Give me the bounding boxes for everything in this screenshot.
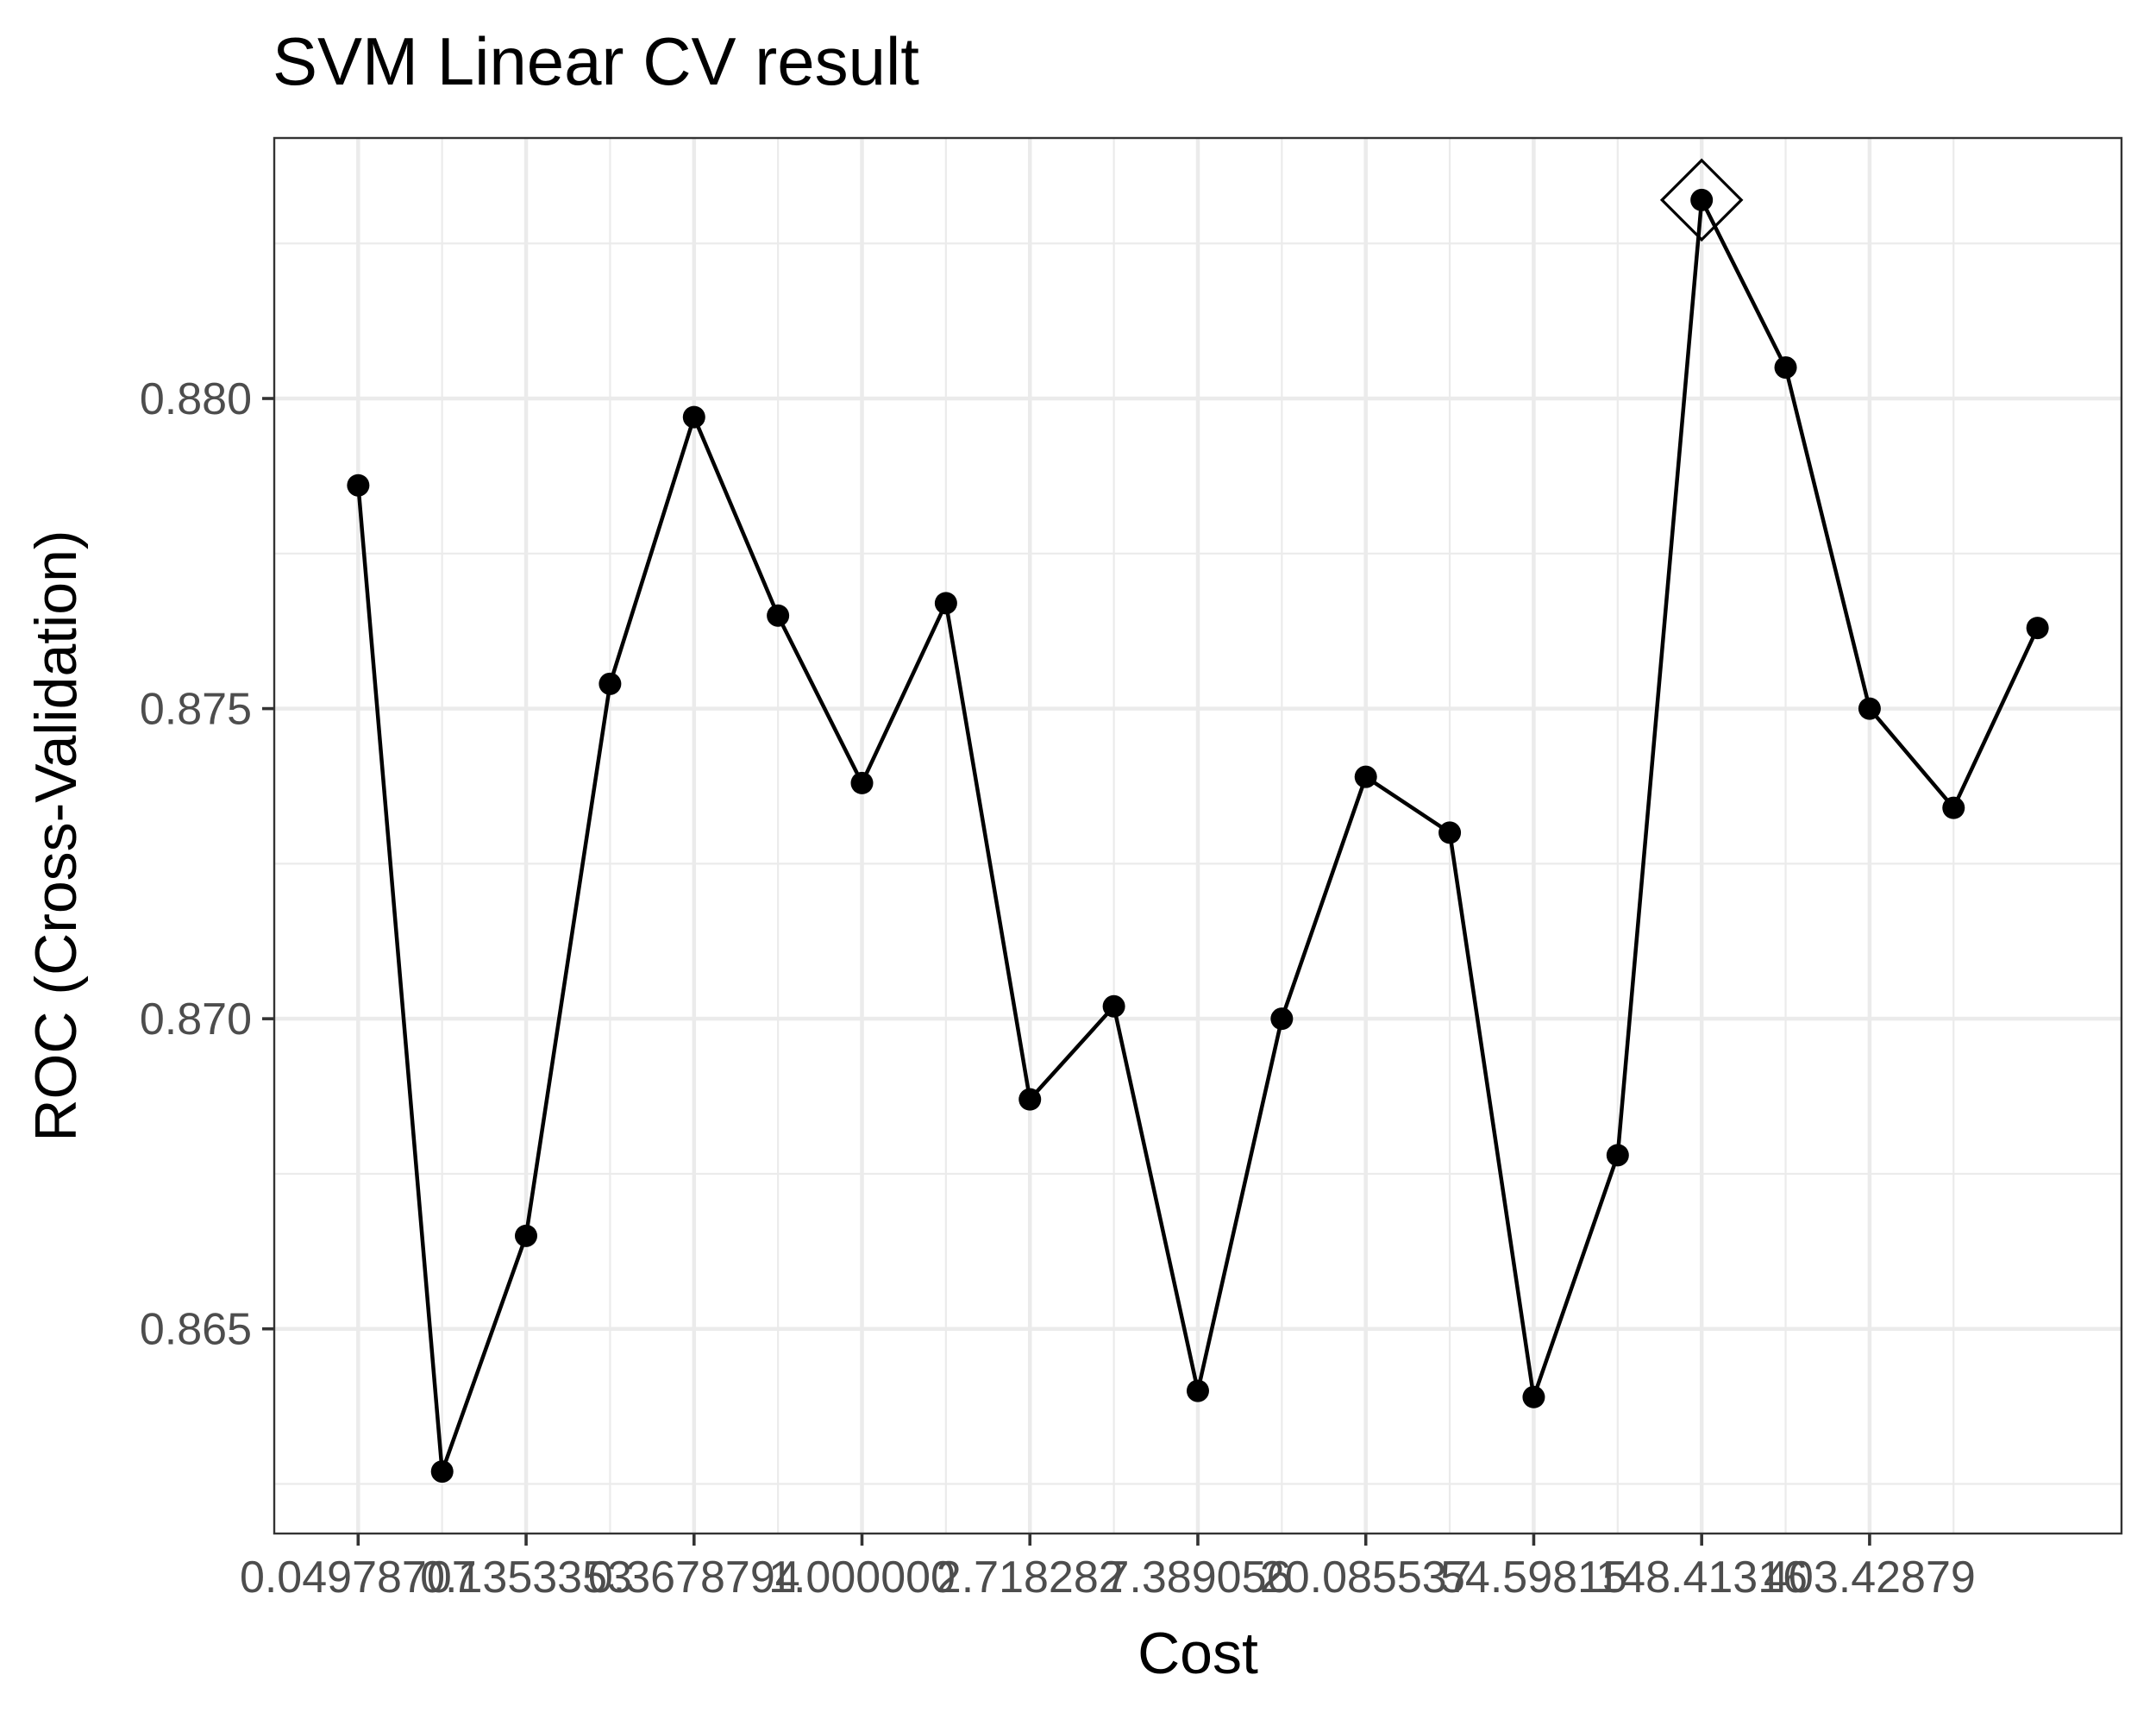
x-tick-label: 0.3678794 (588, 1552, 800, 1603)
data-point (1942, 796, 1965, 819)
grid-major (274, 138, 2122, 1534)
x-tick-label: 2.718282 (937, 1552, 1124, 1603)
x-tick-label: 0.04978707 (240, 1552, 477, 1603)
y-tick-label: 0.870 (140, 994, 252, 1044)
y-tick-label: 0.875 (140, 685, 252, 735)
data-point (347, 474, 370, 497)
best-point-marker (1659, 158, 1744, 242)
data-point (1102, 994, 1125, 1018)
data-point (1606, 1144, 1629, 1167)
series-layer (347, 158, 2049, 1484)
y-tick-label: 0.865 (140, 1305, 252, 1355)
data-point (599, 672, 622, 695)
data-point (934, 592, 957, 615)
x-tick-label: 20.085537 (1260, 1552, 1472, 1603)
data-point (1186, 1379, 1209, 1402)
data-point (1690, 188, 1714, 211)
chart-title: SVM Linear CV result (273, 23, 919, 99)
data-point (682, 405, 705, 429)
y-axis: 0.865 0.870 0.875 0.880 (140, 374, 274, 1355)
x-tick-label: 1.000000 (768, 1552, 956, 1603)
x-tick-label: 148.41316 (1595, 1552, 1808, 1603)
x-axis: 0.049787070.13533530.36787941.0000002.71… (240, 1534, 1976, 1603)
data-point (1522, 1385, 1545, 1408)
data-point (1858, 697, 1881, 720)
y-axis-title: ROC (Cross-Validation) (23, 530, 89, 1141)
x-tick-label: 403.42879 (1764, 1552, 1976, 1603)
data-point (430, 1460, 454, 1484)
y-tick-label: 0.880 (140, 374, 252, 424)
data-point (1354, 765, 1377, 788)
data-point (1270, 1007, 1294, 1031)
x-tick-label: 54.59815 (1440, 1552, 1627, 1603)
x-tick-label: 0.1353353 (420, 1552, 632, 1603)
x-axis-title: Cost (1138, 1621, 1258, 1686)
data-point (1018, 1088, 1042, 1111)
data-point (850, 771, 874, 794)
x-tick-label: 7.389056 (1105, 1552, 1292, 1603)
data-point (1774, 356, 1797, 380)
data-point (2026, 617, 2049, 640)
data-point (767, 604, 790, 627)
data-point (1438, 821, 1462, 844)
data-point (514, 1224, 537, 1247)
